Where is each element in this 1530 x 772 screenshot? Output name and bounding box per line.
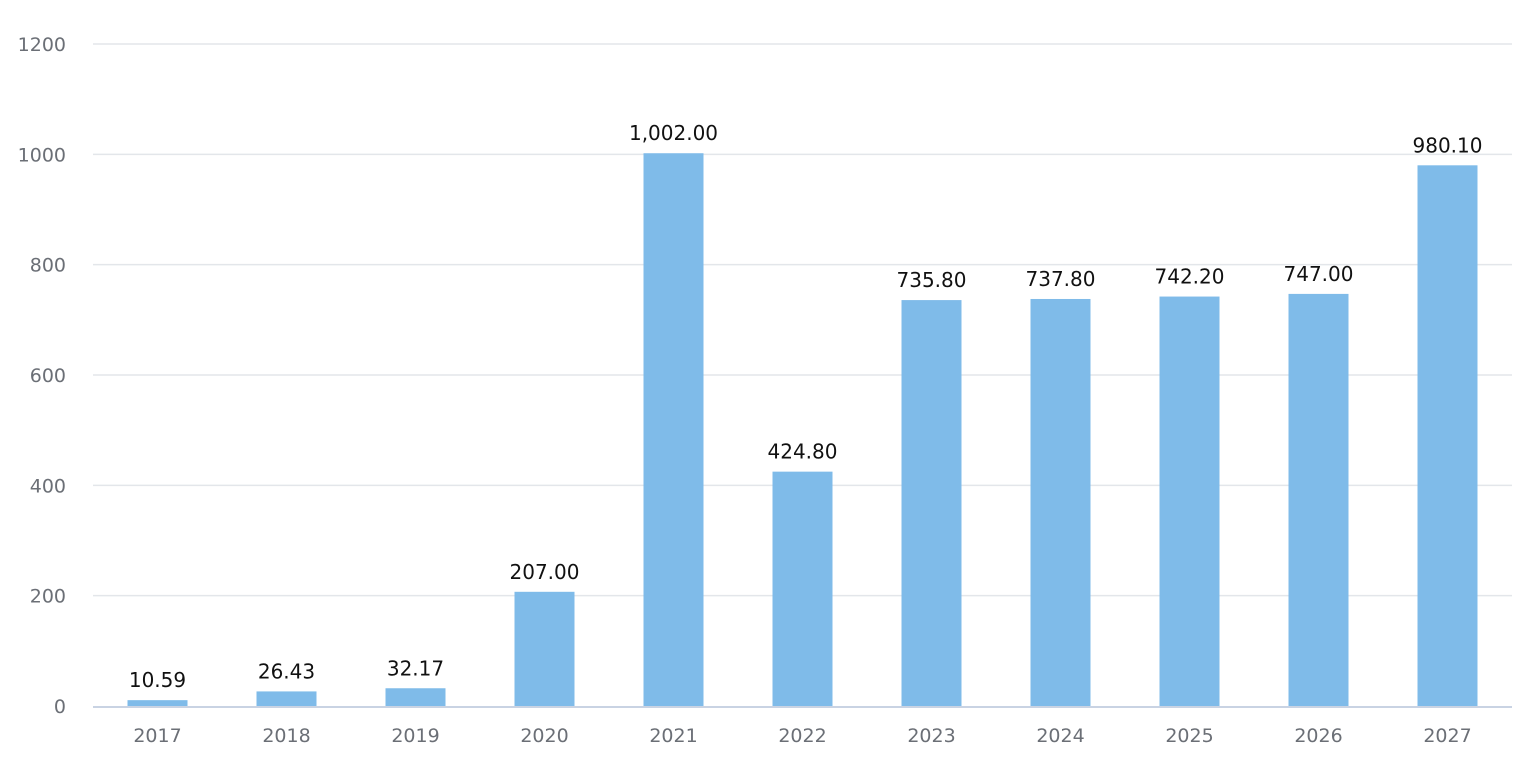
x-tick-label: 2018	[262, 725, 310, 747]
data-label: 207.00	[510, 560, 580, 584]
data-label: 1,002.00	[629, 121, 718, 145]
y-tick-label: 400	[30, 475, 66, 497]
y-tick-label: 200	[30, 586, 66, 608]
y-tick-label: 800	[30, 255, 66, 277]
bar[interactable]	[1159, 296, 1220, 706]
bar[interactable]	[1288, 293, 1349, 706]
data-label: 32.17	[387, 656, 444, 680]
data-label: 26.43	[258, 659, 315, 683]
data-label: 980.10	[1413, 133, 1483, 157]
x-tick-label: 2020	[520, 725, 568, 747]
x-tick-label: 2021	[649, 725, 697, 747]
data-labels: 10.59 26.43 32.17 207.00 1,002.00 424.80 735.8…	[129, 121, 1483, 692]
x-tick-label: 2023	[907, 725, 955, 747]
bar[interactable]	[256, 691, 317, 706]
x-tick-label: 2024	[1036, 725, 1084, 747]
x-axis: 2017 2018 2019 2020 2021 2022 2023 2024 2025 2026…	[93, 706, 1512, 747]
data-label: 747.00	[1284, 262, 1354, 286]
data-label: 10.59	[129, 668, 186, 692]
data-label: 742.20	[1155, 265, 1225, 289]
y-tick-label: 0	[54, 696, 66, 718]
x-tick-label: 2027	[1423, 725, 1471, 747]
x-tick-label: 2019	[391, 725, 439, 747]
y-tick-label: 1200	[18, 34, 66, 56]
bar[interactable]	[1030, 298, 1091, 706]
bar[interactable]	[643, 153, 704, 707]
bar[interactable]	[772, 471, 833, 706]
y-tick-label: 1000	[18, 144, 66, 166]
bar[interactable]	[1417, 165, 1478, 706]
y-tick-label: 600	[30, 365, 66, 387]
x-tick-label: 2025	[1165, 725, 1213, 747]
data-label: 424.80	[768, 440, 838, 464]
bar[interactable]	[127, 700, 188, 706]
bar[interactable]	[514, 591, 575, 706]
bar[interactable]	[901, 300, 962, 706]
x-tick-label: 2017	[133, 725, 181, 747]
bar[interactable]	[385, 688, 446, 706]
y-axis: 0 200 400 600 800 1000 1200	[18, 34, 66, 718]
x-tick-label: 2022	[778, 725, 826, 747]
data-label: 737.80	[1026, 267, 1096, 291]
data-label: 735.80	[897, 268, 967, 292]
bars	[127, 153, 1478, 707]
x-tick-label: 2026	[1294, 725, 1342, 747]
grid-lines	[93, 43, 1512, 597]
